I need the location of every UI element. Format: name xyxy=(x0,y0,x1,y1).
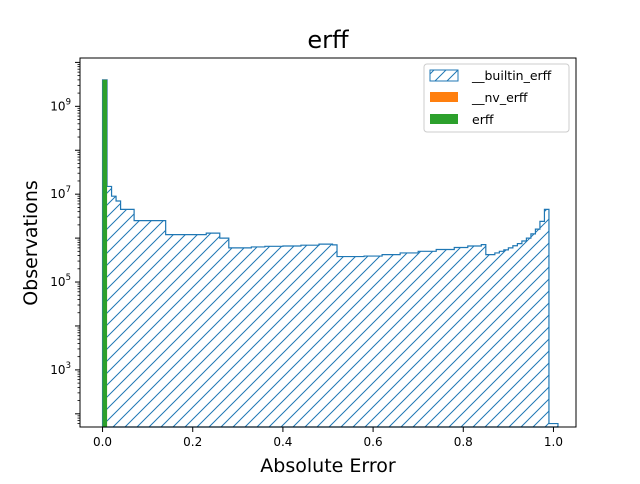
y-axis: 103 105 107 109 xyxy=(50,61,80,424)
x-axis: 0.0 0.2 0.4 0.6 0.8 1.0 xyxy=(93,427,563,449)
legend-label-nv-erff: __nv_erff xyxy=(471,90,528,105)
y-tick-label: 109 xyxy=(50,97,71,113)
chart-title: erff xyxy=(307,26,349,54)
histogram-builtin-erff xyxy=(101,79,559,428)
x-tick-label: 0.6 xyxy=(364,435,383,449)
plot-marks xyxy=(101,79,559,428)
x-tick-label: 1.0 xyxy=(544,435,563,449)
legend-swatch-nv-erff xyxy=(430,92,458,102)
x-tick-label: 0.0 xyxy=(93,435,112,449)
legend-label-erff: erff xyxy=(472,112,494,127)
y-tick-label: 107 xyxy=(50,185,71,201)
y-tick-label: 103 xyxy=(50,361,71,377)
y-tick-label: 105 xyxy=(50,273,71,289)
legend: __builtin_erff __nv_erff erff xyxy=(423,63,570,133)
y-axis-label: Observations xyxy=(20,180,42,306)
x-tick-label: 0.2 xyxy=(183,435,202,449)
x-axis-label: Absolute Error xyxy=(260,455,396,477)
x-tick-label: 0.4 xyxy=(273,435,292,449)
bar-erff xyxy=(102,79,108,428)
x-tick-label: 0.8 xyxy=(454,435,473,449)
legend-label-builtin-erff: __builtin_erff xyxy=(471,68,552,83)
legend-swatch-builtin-erff xyxy=(429,69,459,82)
legend-swatch-erff xyxy=(430,114,458,124)
legend-box xyxy=(423,63,570,133)
